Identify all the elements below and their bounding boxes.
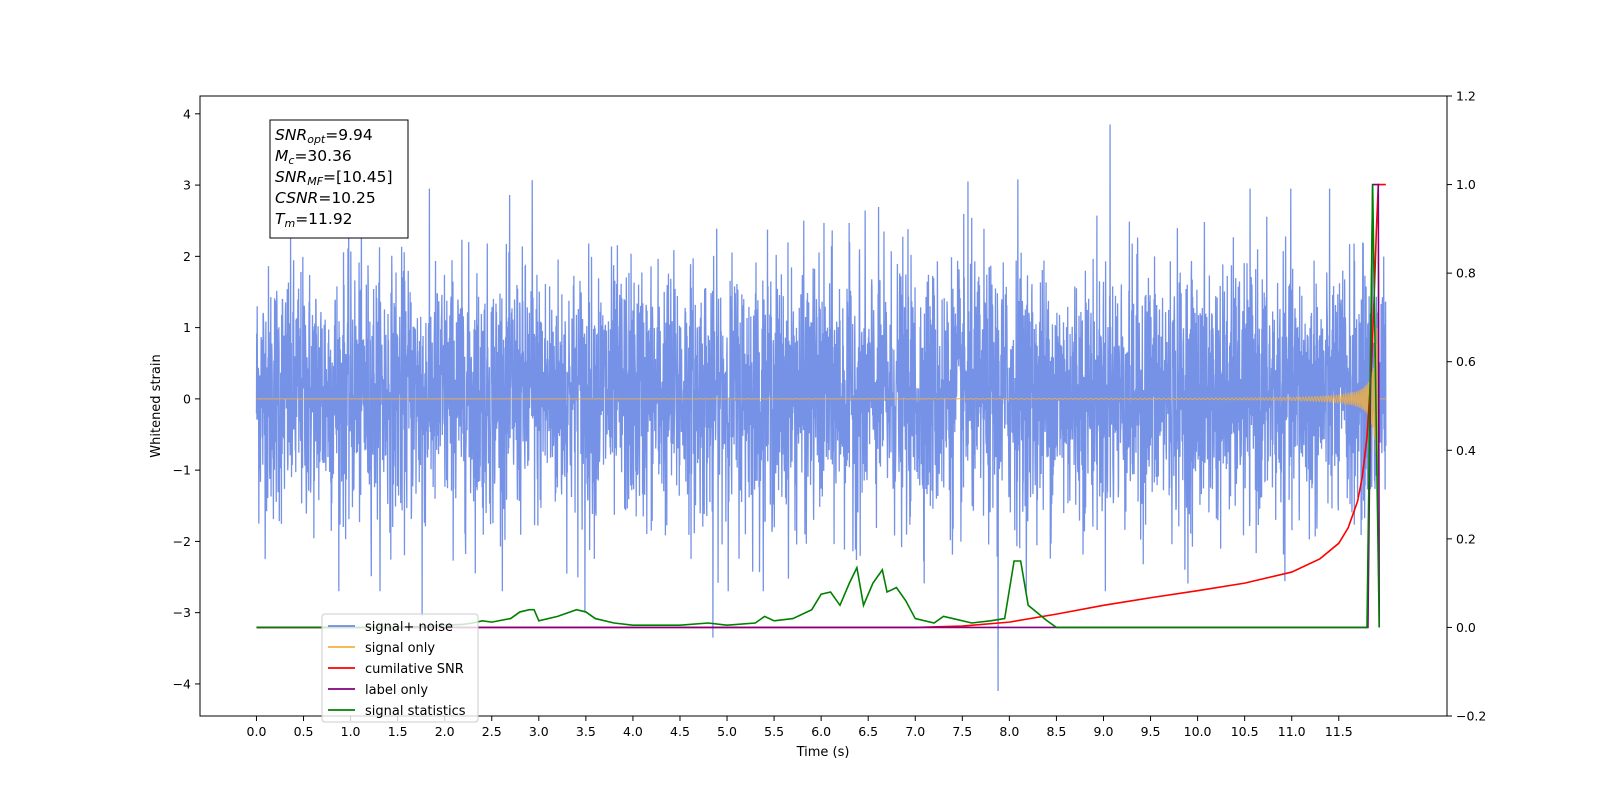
info-line: SNRMF=[10.45] <box>275 168 393 188</box>
y-right-tick-label: 0.0 <box>1456 620 1476 635</box>
x-tick-label: 9.0 <box>1094 724 1114 739</box>
series-cumilative-snr-line <box>256 183 1386 629</box>
y-left-tick-label: 2 <box>183 249 191 264</box>
y-left-tick-label: 3 <box>183 178 191 193</box>
legend-label: label only <box>365 683 428 698</box>
x-tick-label: 10.5 <box>1231 724 1259 739</box>
x-tick-label: 3.5 <box>576 724 596 739</box>
x-tick-label: 4.5 <box>670 724 690 739</box>
x-tick-label: 0.0 <box>247 724 267 739</box>
y-left-tick-label: −2 <box>173 534 191 549</box>
info-line: Tm=11.92 <box>275 210 353 230</box>
x-tick-label: 5.0 <box>717 724 737 739</box>
y-axis-left: −4 −3 −2 −1 0 1 2 3 4 <box>173 106 200 691</box>
legend-label: signal statistics <box>365 704 466 719</box>
x-tick-label: 11.5 <box>1325 724 1353 739</box>
legend-label: signal+ noise <box>365 620 453 635</box>
series-signal-only-line <box>256 310 1386 498</box>
info-box-frame <box>269 119 409 239</box>
y-left-tick-label: 4 <box>183 106 191 121</box>
x-tick-label: 10.0 <box>1184 724 1212 739</box>
x-tick-label: 9.5 <box>1141 724 1161 739</box>
legend: signal+ noise signal only cumilative SNR la… <box>321 613 479 723</box>
series-signal-noise-line <box>255 124 1387 692</box>
x-tick-label: 6.5 <box>858 724 878 739</box>
x-tick-label: 4.0 <box>623 724 643 739</box>
y-right-tick-label: 1.2 <box>1456 89 1476 104</box>
y-left-tick-label: −1 <box>173 463 191 478</box>
x-tick-label: 8.0 <box>999 724 1019 739</box>
x-axis-label: Time (s) <box>796 745 850 760</box>
y-right-tick-label: 0.2 <box>1456 531 1476 546</box>
y-right-tick-label: 0.6 <box>1456 354 1476 369</box>
x-tick-label: 11.0 <box>1278 724 1306 739</box>
y-right-tick-label: −0.2 <box>1456 709 1486 724</box>
x-tick-label: 2.5 <box>482 724 502 739</box>
info-line: SNRopt=9.94 <box>275 126 373 146</box>
y-right-tick-label: 0.8 <box>1456 266 1476 281</box>
x-tick-label: 1.0 <box>341 724 361 739</box>
y-axis-label-left: Whitened strain <box>149 354 164 457</box>
legend-frame <box>321 613 479 723</box>
y-axis-right: −0.2 0.0 0.2 0.4 0.6 0.8 1.0 1.2 <box>1447 89 1486 724</box>
x-tick-label: 5.5 <box>764 724 784 739</box>
x-tick-label: 0.5 <box>294 724 314 739</box>
y-right-tick-label: 1.0 <box>1456 177 1476 192</box>
y-left-tick-label: −4 <box>173 676 191 691</box>
series-layer <box>255 124 1387 692</box>
legend-label: signal only <box>365 641 435 656</box>
legend-label: cumilative SNR <box>365 662 464 677</box>
info-box: SNRopt=9.94Mc=30.36SNRMF=[10.45]CSNR=10.… <box>269 119 409 239</box>
x-tick-label: 7.0 <box>905 724 925 739</box>
info-line: CSNR=10.25 <box>275 189 376 207</box>
axes-frame <box>199 95 1448 717</box>
x-axis: 0.0 0.5 1.0 1.5 2.0 2.5 3.0 3.5 4.0 4.5 5.0 5.5 6.0 6… <box>247 716 1353 739</box>
x-tick-label: 2.0 <box>435 724 455 739</box>
info-line: Mc=30.36 <box>275 147 352 167</box>
x-tick-label: 6.0 <box>811 724 831 739</box>
x-tick-label: 3.0 <box>529 724 549 739</box>
y-left-tick-label: 1 <box>183 320 191 335</box>
x-tick-label: 7.5 <box>952 724 972 739</box>
y-right-tick-label: 0.4 <box>1456 443 1476 458</box>
x-tick-label: 1.5 <box>388 724 408 739</box>
y-left-tick-label: −3 <box>173 605 191 620</box>
y-left-tick-label: 0 <box>183 391 191 406</box>
series-signal-statistics-line <box>256 184 1381 629</box>
x-tick-label: 8.5 <box>1046 724 1066 739</box>
